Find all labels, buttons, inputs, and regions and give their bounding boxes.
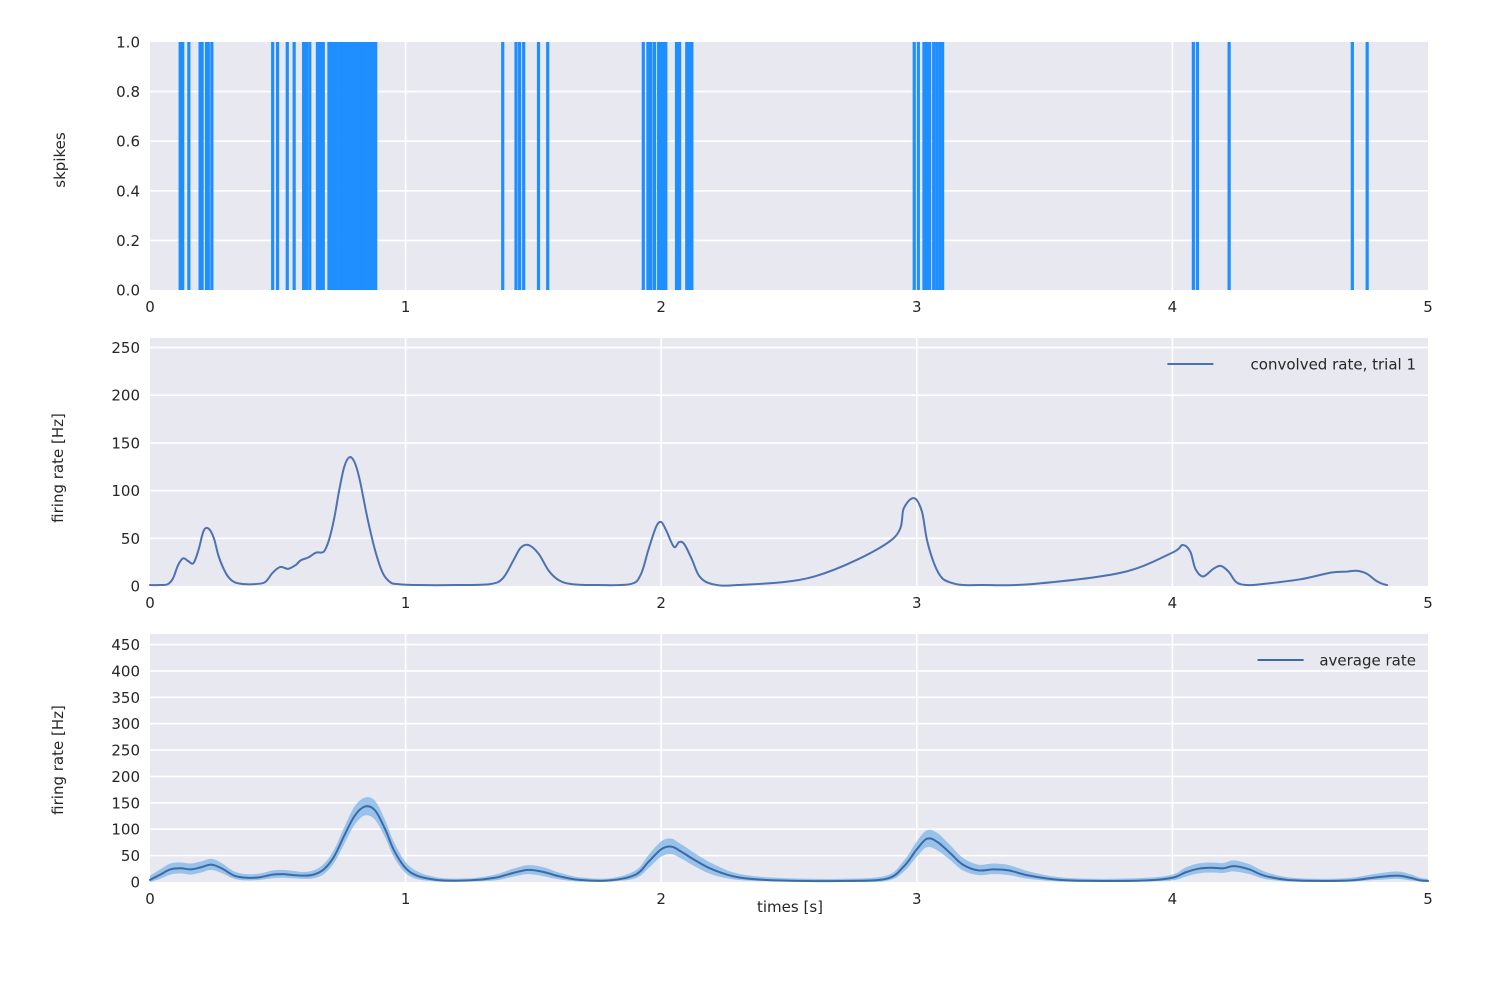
x-tick-label: 5 xyxy=(1423,594,1433,612)
y-tick-label: 200 xyxy=(111,768,140,786)
plot-background xyxy=(150,634,1428,882)
legend-label: convolved rate, trial 1 xyxy=(1251,356,1416,374)
y-tick-label: 0.2 xyxy=(116,232,140,250)
data-line xyxy=(149,805,1429,883)
y-tick-label: 150 xyxy=(111,794,140,812)
y-tick-label: 0.0 xyxy=(116,282,140,300)
data-line xyxy=(149,456,1389,587)
y-tick-label: 350 xyxy=(111,689,140,707)
y-tick-label: 0.4 xyxy=(116,182,140,200)
x-tick-label: 0 xyxy=(145,594,155,612)
x-tick-label: 3 xyxy=(912,298,922,316)
panel0-plot-area: 0.0 0.2 0.4 0.6 0.8 1.0 0 1 2 3 4 5 xyxy=(116,34,1433,317)
y-tick-label: 250 xyxy=(111,339,140,357)
panel-convolved-rate: firing rate [Hz] 0 50 100 150 200 250 0 1 2 3 4 5 co… xyxy=(0,320,1500,620)
panel2-ylabel: firing rate [Hz] xyxy=(49,705,67,815)
y-tick-label: 100 xyxy=(111,482,140,500)
legend-label: average rate xyxy=(1319,652,1416,670)
panel2-plot-area: 0 50 100 150 200 250 300 350 400 450 0 1 2 3 4 5 average… xyxy=(111,634,1433,908)
y-tick-label: 0.6 xyxy=(116,133,140,151)
x-tick-label: 5 xyxy=(1423,298,1433,316)
panel1-ylabel: firing rate [Hz] xyxy=(49,413,67,523)
y-tick-label: 50 xyxy=(121,530,140,548)
y-tick-label: 100 xyxy=(111,821,140,839)
x-tick-label: 1 xyxy=(401,890,411,908)
x-tick-label: 2 xyxy=(656,298,666,316)
panel-spike-raster: skpikes 0.0 0.2 0.4 0.6 0.8 1.0 0 1 2 3 4 5 xyxy=(0,0,1500,320)
x-tick-label: 1 xyxy=(401,594,411,612)
panel0-ylabel: skpikes xyxy=(51,132,69,188)
plot-background xyxy=(150,338,1428,586)
y-tick-label: 450 xyxy=(111,636,140,654)
y-tick-label: 1.0 xyxy=(116,34,140,52)
y-tick-label: 0 xyxy=(130,578,140,596)
x-tick-label: 0 xyxy=(145,890,155,908)
x-tick-label: 4 xyxy=(1168,890,1178,908)
y-tick-label: 300 xyxy=(111,715,140,733)
x-tick-label: 2 xyxy=(656,594,666,612)
y-tick-label: 50 xyxy=(121,847,140,865)
x-tick-label: 5 xyxy=(1423,890,1433,908)
x-tick-label: 2 xyxy=(656,890,666,908)
x-tick-label: 0 xyxy=(145,298,155,316)
y-tick-label: 0.8 xyxy=(116,83,140,101)
x-tick-label: 1 xyxy=(401,298,411,316)
x-tick-label: 4 xyxy=(1168,594,1178,612)
y-tick-label: 250 xyxy=(111,742,140,760)
x-tick-label: 3 xyxy=(912,890,922,908)
panel2-xlabel: times [s] xyxy=(757,898,823,916)
x-tick-label: 4 xyxy=(1168,298,1178,316)
y-tick-label: 400 xyxy=(111,662,140,680)
spike-train xyxy=(178,42,1369,290)
panel-average-rate: firing rate [Hz] 0 50 100 150 200 250 300 350 40… xyxy=(0,620,1500,1000)
x-tick-label: 3 xyxy=(912,594,922,612)
panel1-plot-area: 0 50 100 150 200 250 0 1 2 3 4 5 convolved rate, tri… xyxy=(111,338,1433,612)
y-tick-label: 150 xyxy=(111,434,140,452)
y-tick-label: 200 xyxy=(111,387,140,405)
y-tick-label: 0 xyxy=(130,874,140,892)
